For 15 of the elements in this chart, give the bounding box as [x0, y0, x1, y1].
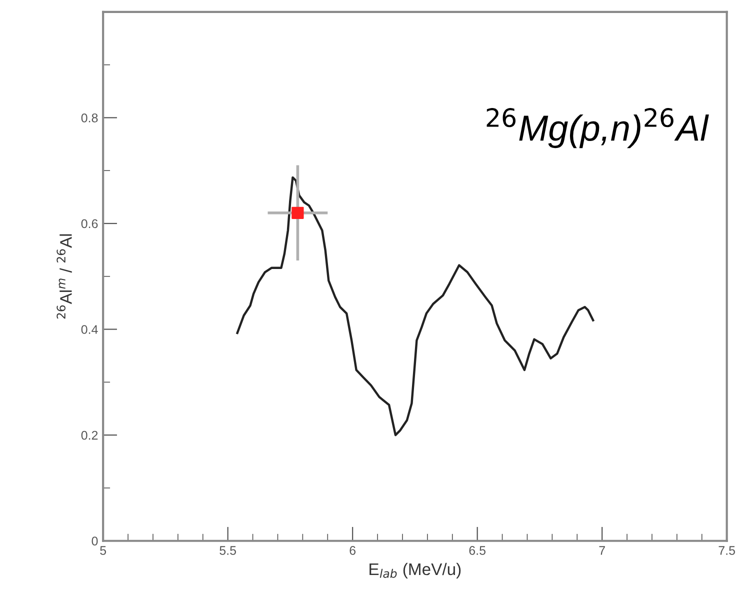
annotation: $^{26}$Mg(p,n)$^{26}$Al: [486, 108, 709, 148]
y-tick-label: 0.6: [81, 219, 98, 228]
y-tick-label: 0.8: [81, 113, 98, 122]
x-tick-label: 6.5: [469, 546, 486, 555]
line-series: [236, 176, 594, 436]
x-tick-label: 7.5: [718, 546, 735, 555]
y-tick-label: 0: [92, 536, 98, 546]
x-tick-label: 5.5: [220, 546, 236, 555]
y-tick-label: 0.4: [81, 325, 98, 334]
x-tick-label: 5: [100, 546, 106, 555]
x-tick-label: 7: [599, 546, 605, 555]
y-tick-label: 0.2: [81, 430, 98, 440]
x-tick-label: 6: [350, 546, 356, 555]
y-axis-title: $^{26}$Al$^{m}$ / $^{26}$Al: [56, 234, 72, 319]
x-axis-title: E$_{lab}$ (MeV/u): [370, 562, 461, 578]
